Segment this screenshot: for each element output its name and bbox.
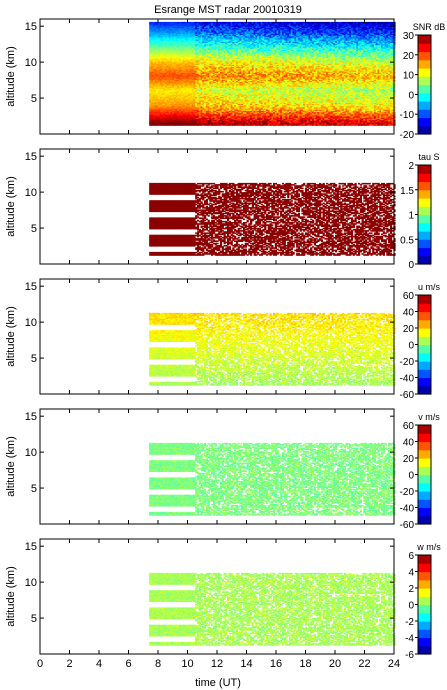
colorbar-tick-label: -60 [400, 520, 415, 531]
figure-title: Esrange MST radar 20010319 [154, 4, 302, 16]
colorbar-label: v m/s [418, 412, 440, 422]
colorbar-tick-label: 60 [403, 421, 415, 432]
heatmap-cells [149, 443, 395, 516]
colorbar-tick-label: 30 [403, 31, 415, 42]
y-tick-label: 10 [25, 447, 37, 459]
colorbar-label: w m/s [416, 542, 441, 552]
colorbar: -6 -4 -2 0 2 4 6w m/s [405, 542, 441, 661]
colorbar-tick-label: 0 [408, 471, 414, 482]
x-tick-label: 2 [66, 658, 72, 670]
y-tick-label: 5 [31, 353, 37, 365]
colorbar-tick-label: -40 [400, 374, 415, 385]
colorbar-label: tau S [418, 152, 439, 162]
y-tick-label: 10 [25, 317, 37, 329]
colorbar-tick-label: -4 [405, 634, 414, 645]
y-tick-label: 15 [25, 541, 37, 553]
y-tick-label: 10 [25, 577, 37, 589]
colorbar-tick-label: 40 [403, 308, 415, 319]
y-axis-label: altitude (km) [5, 436, 17, 497]
panel-2: 5 10 15 altitude (km) 0 0.5 1 1.5 2 tau S [5, 149, 440, 271]
colorbar-tick-label: 0 [408, 90, 414, 101]
y-tick-label: 15 [25, 411, 37, 423]
panel-4: 5 10 15 altitude (km) -60 -40 -20 0 20 40 60v m/s [5, 409, 440, 531]
x-tick-label: 12 [211, 658, 223, 670]
colorbar-tick-label: -20 [400, 487, 415, 498]
x-tick-label: 6 [125, 658, 131, 670]
x-tick-label: 0 [37, 658, 43, 670]
colorbar-tick-label: 6 [408, 551, 414, 562]
colorbar-label: u m/s [418, 282, 441, 292]
colorbar-tick-label: -60 [400, 390, 415, 401]
y-tick-label: 5 [31, 223, 37, 235]
y-tick-label: 5 [31, 483, 37, 495]
x-tick-label: 16 [270, 658, 282, 670]
colorbar-tick-label: 60 [403, 291, 415, 302]
colorbar-tick-label: -2 [405, 617, 414, 628]
y-axis-label: altitude (km) [5, 306, 17, 367]
y-tick-label: 15 [25, 21, 37, 33]
colorbar-tick-label: 0 [408, 601, 414, 612]
colorbar-tick-label: 20 [403, 324, 415, 335]
x-tick-label: 10 [181, 658, 193, 670]
colorbar-tick-label: -20 [400, 130, 415, 141]
y-tick-label: 5 [31, 93, 37, 105]
x-tick-label: 24 [388, 658, 400, 670]
colorbar: -60 -40 -20 0 20 40 60v m/s [400, 412, 441, 531]
heatmap-cells [149, 183, 395, 256]
y-axis-label: altitude (km) [5, 46, 17, 107]
y-tick-label: 15 [25, 281, 37, 293]
y-tick-label: 10 [25, 57, 37, 69]
y-axis-label: altitude (km) [5, 566, 17, 627]
y-axis-label: altitude (km) [5, 176, 17, 237]
y-tick-label: 5 [31, 613, 37, 625]
colorbar: 0 0.5 1 1.5 2 tau S [400, 152, 439, 271]
colorbar-tick-label: -20 [400, 357, 415, 368]
colorbar: -60 -40 -20 0 20 40 60u m/s [400, 282, 441, 401]
colorbar-tick-label: 0 [408, 260, 414, 271]
x-tick-label: 22 [358, 658, 370, 670]
colorbar-tick-label: 40 [403, 438, 415, 449]
colorbar-tick-label: 0 [408, 341, 414, 352]
y-tick-label: 15 [25, 151, 37, 163]
colorbar-label: SNR dB [413, 22, 446, 32]
colorbar-tick-label: -6 [405, 650, 414, 661]
colorbar-tick-label: 1.5 [400, 186, 414, 197]
colorbar-tick-label: 4 [408, 568, 414, 579]
heatmap-cells [149, 22, 395, 126]
y-tick-label: 10 [25, 187, 37, 199]
colorbar-tick-label: 20 [403, 454, 415, 465]
colorbar-tick-label: 20 [403, 51, 415, 62]
colorbar-tick-label: 10 [403, 71, 415, 82]
x-axis-label: time (UT) [195, 677, 241, 689]
x-tick-label: 4 [96, 658, 102, 670]
x-tick-label: 14 [240, 658, 252, 670]
panel-3: 5 10 15 altitude (km) -60 -40 -20 0 20 40 60u m/s [5, 279, 440, 401]
heatmap-cells [149, 313, 395, 386]
x-tick-label: 18 [299, 658, 311, 670]
colorbar-tick-label: -10 [400, 110, 415, 121]
x-tick-label: 8 [155, 658, 161, 670]
colorbar-tick-label: -40 [400, 504, 415, 515]
x-tick-label: 20 [329, 658, 341, 670]
heatmap-cells [149, 573, 395, 646]
colorbar-tick-label: 2 [408, 161, 414, 172]
colorbar-tick-label: 2 [408, 584, 414, 595]
colorbar-tick-label: 0.5 [400, 235, 414, 246]
colorbar-tick-label: 1 [408, 211, 414, 222]
